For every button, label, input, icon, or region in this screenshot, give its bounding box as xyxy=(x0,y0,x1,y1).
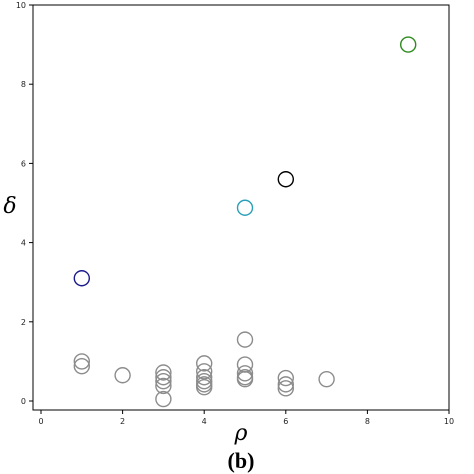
scatter-point xyxy=(195,355,213,372)
scatter-point xyxy=(400,36,417,53)
scatter-point xyxy=(155,377,172,395)
scatter-point xyxy=(155,390,172,408)
x-tick-label: 2 xyxy=(120,417,125,426)
scatter-point xyxy=(236,365,254,382)
y-tick-label: 6 xyxy=(21,159,26,168)
y-tick-label: 2 xyxy=(21,318,26,327)
y-tick-label: 8 xyxy=(21,80,26,89)
plot-frame xyxy=(32,4,450,411)
y-tick-label: 10 xyxy=(16,1,26,10)
y-axis-label: δ xyxy=(3,194,16,219)
scatter-point xyxy=(236,199,254,216)
scatter-point xyxy=(277,369,294,387)
scatter-point xyxy=(73,357,91,375)
x-tick-label: 6 xyxy=(283,417,288,426)
scatter-point xyxy=(155,373,172,390)
x-tick-label: 0 xyxy=(38,417,43,426)
scatter-point xyxy=(155,369,172,386)
scatter-point xyxy=(236,371,254,388)
scatter-point xyxy=(73,270,91,287)
axis-ticks: 0 2 4 6 8 10 0 2 4 6 8 10 xyxy=(16,1,454,426)
x-tick-label: 8 xyxy=(365,417,370,426)
scatter-point xyxy=(277,380,294,397)
scatter-point xyxy=(277,171,294,188)
data-points xyxy=(73,36,417,408)
scatter-point xyxy=(195,363,213,380)
x-tick-label: 10 xyxy=(444,417,454,426)
x-axis-label: ρ xyxy=(234,421,248,446)
scatter-point xyxy=(195,369,213,386)
scatter-point xyxy=(277,376,294,393)
figure-caption: (b) xyxy=(228,448,255,473)
scatter-point xyxy=(73,353,91,370)
scatter-point xyxy=(318,371,335,388)
scatter-point xyxy=(155,364,172,381)
scatter-point xyxy=(195,378,213,396)
y-tick-label: 0 xyxy=(21,397,26,406)
x-tick-label: 4 xyxy=(202,417,207,426)
y-tick-label: 4 xyxy=(21,239,26,248)
scatter-point xyxy=(114,367,131,384)
scatter-point xyxy=(236,331,254,348)
